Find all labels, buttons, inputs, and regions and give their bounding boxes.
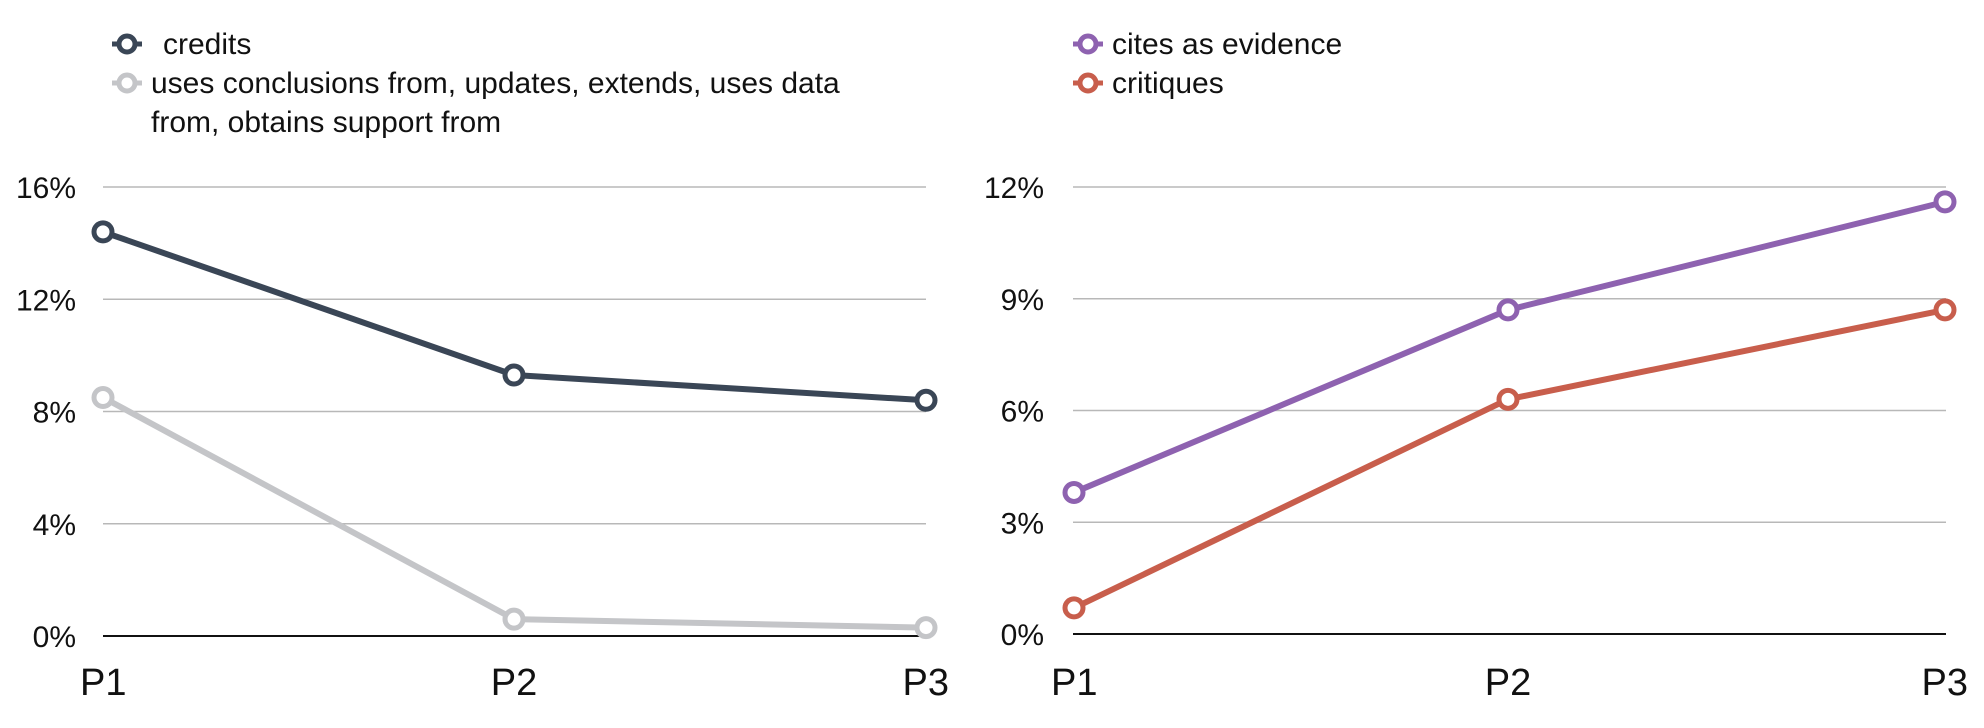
y-tick-label: 8% <box>33 397 76 430</box>
series-line <box>1072 306 1946 611</box>
y-tick-label: 12% <box>984 172 1044 205</box>
y-tick-label: 3% <box>1001 507 1044 540</box>
legend-marker <box>1077 72 1099 94</box>
y-tick-label: 6% <box>1001 396 1044 429</box>
y-tick-label: 4% <box>33 509 76 542</box>
data-point <box>914 616 938 640</box>
x-tick-label: P3 <box>1922 662 1968 704</box>
left-line-chart: 0% 4% 8% 12% 16% P1 P2 P3 credits uses conclusion… <box>16 28 949 704</box>
y-tick-label: 9% <box>1001 284 1044 317</box>
x-tick-label: P3 <box>903 662 949 704</box>
legend-marker <box>1077 33 1099 55</box>
data-point <box>914 388 938 412</box>
data-point <box>502 607 526 631</box>
data-point <box>1062 480 1086 504</box>
legend-label: cites as evidence <box>1112 28 1342 61</box>
series-line <box>1072 198 1946 496</box>
data-point <box>1496 298 1520 322</box>
y-tick-label: 0% <box>1001 619 1044 652</box>
y-tick-label: 12% <box>16 284 76 317</box>
legend-label: uses conclusions from, updates, extends,… <box>151 67 840 139</box>
x-tick-label: P1 <box>80 662 126 704</box>
x-tick-label: P2 <box>1485 662 1531 704</box>
data-point <box>91 385 115 409</box>
data-point <box>1062 596 1086 620</box>
y-tick-label: 16% <box>16 172 76 205</box>
x-tick-label: P1 <box>1051 662 1097 704</box>
data-point <box>1496 387 1520 411</box>
data-point <box>1933 298 1957 322</box>
legend-label: credits <box>163 28 251 61</box>
right-line-chart: 0% 3% 6% 9% 12% P1 P2 P3 cites as evidence critiq… <box>984 28 1968 704</box>
x-tick-label: P2 <box>491 662 537 704</box>
series-line <box>101 394 927 631</box>
data-point <box>1933 190 1957 214</box>
data-point <box>502 363 526 387</box>
legend-marker <box>116 33 138 55</box>
data-point <box>91 220 115 244</box>
y-tick-label: 0% <box>33 621 76 654</box>
legend-marker <box>116 72 138 94</box>
legend-label: critiques <box>1112 67 1224 100</box>
